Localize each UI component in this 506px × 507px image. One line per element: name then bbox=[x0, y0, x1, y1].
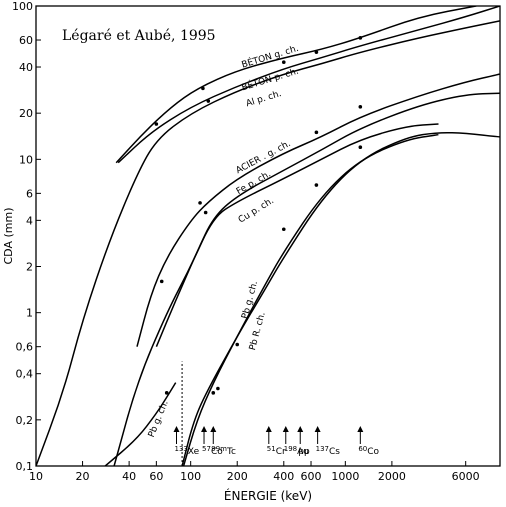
y-tick-label: 6 bbox=[26, 187, 33, 200]
marker-beton-g-ch bbox=[314, 50, 319, 54]
arrow-head bbox=[265, 426, 272, 432]
marker-pb-g-ch bbox=[314, 183, 319, 187]
nuclide-label: 60Co bbox=[358, 445, 379, 457]
y-tick-label: 2 bbox=[26, 261, 33, 274]
marker-al-p-ch bbox=[358, 105, 363, 109]
nuclide-label: 137Cs bbox=[316, 445, 341, 457]
nuclide-label: pp bbox=[298, 447, 310, 457]
x-axis-ticks: 10 20 40 60 100 200 400 600 1000 2000 6000 bbox=[29, 461, 480, 483]
x-tick-label: 10 bbox=[29, 470, 43, 483]
curve-al-p-ch bbox=[36, 20, 500, 466]
chart-title: Légaré et Aubé, 1995 bbox=[62, 28, 216, 44]
arrow-head bbox=[173, 426, 180, 432]
x-tick-label: 600 bbox=[301, 470, 322, 483]
nuclide-label: 198Au bbox=[284, 445, 309, 457]
data-markers bbox=[154, 36, 363, 395]
y-tick-label: 0,6 bbox=[16, 341, 34, 354]
x-tick-label: 20 bbox=[76, 470, 90, 483]
y-tick-label: 10 bbox=[19, 153, 33, 166]
x-tick-label: 100 bbox=[180, 470, 201, 483]
curve-label: Pb R. ch. bbox=[248, 311, 268, 351]
marker-beton-p-ch bbox=[206, 99, 211, 103]
curve-label: Cu p. ch. bbox=[237, 196, 276, 226]
marker-pb-g-ch bbox=[211, 391, 216, 395]
marker-beton-g-ch bbox=[201, 86, 205, 91]
curve-beton-p-ch bbox=[117, 6, 500, 164]
arrow-head bbox=[314, 426, 321, 432]
curve-label: Al p. ch. bbox=[245, 89, 283, 109]
x-tick-label: 60 bbox=[149, 470, 163, 483]
marker-acier-g-ch bbox=[198, 201, 202, 205]
x-tick-label: 1000 bbox=[331, 470, 359, 483]
marker-acier-g-ch bbox=[203, 210, 208, 215]
nuclide-label: 57Co bbox=[202, 445, 223, 457]
curve-fe-p-ch bbox=[155, 92, 500, 347]
curve-acier-g-ch bbox=[136, 73, 500, 347]
curve-label: Pb g. ch. bbox=[147, 399, 171, 439]
y-tick-label: 20 bbox=[19, 107, 33, 120]
marker-beton-g-ch bbox=[281, 60, 286, 65]
arrow-head bbox=[201, 426, 208, 432]
marker-pb-p-ch bbox=[164, 391, 169, 395]
marker-al-p-ch bbox=[314, 130, 319, 135]
marker-beton-g-ch bbox=[358, 36, 363, 40]
curve-lines bbox=[36, 6, 500, 466]
y-axis-ticks: 0,1 0,2 0,4 0,6 1 2 4 6 10 20 40 60 100 bbox=[12, 0, 41, 473]
y-tick-label: 0,2 bbox=[16, 414, 34, 427]
marker-pb-g-ch bbox=[358, 145, 363, 149]
y-tick-label: 4 bbox=[26, 214, 33, 227]
arrow-head bbox=[282, 426, 289, 432]
marker-pb-g-ch bbox=[235, 342, 240, 347]
y-tick-label: 60 bbox=[19, 34, 33, 47]
curve-beton-g-ch bbox=[115, 6, 477, 164]
x-axis-label: ÉNERGIE (keV) bbox=[224, 488, 312, 503]
marker-pb-g-ch bbox=[216, 386, 220, 391]
nuclide-label: 133Xe bbox=[175, 445, 200, 457]
marker-pb-g-ch bbox=[281, 227, 286, 232]
y-axis-label: CDA (mm) bbox=[2, 208, 15, 265]
arrow-head bbox=[210, 426, 217, 432]
arrow-head bbox=[357, 426, 364, 432]
x-tick-label: 200 bbox=[227, 470, 248, 483]
y-tick-label: 40 bbox=[19, 61, 33, 74]
y-tick-label: 1 bbox=[26, 307, 33, 320]
x-tick-label: 6000 bbox=[452, 470, 480, 483]
curve-pb-p-ch bbox=[104, 382, 177, 466]
y-tick-label: 100 bbox=[12, 0, 33, 13]
plot-frame bbox=[35, 5, 501, 467]
curve-labels: BÉTON g. ch.BÉTON p. ch.Al p. ch.ACIER .… bbox=[147, 42, 300, 439]
nuclide-label: 51Cr bbox=[267, 445, 286, 457]
curve-pb-r-ch bbox=[182, 133, 440, 466]
curve-cu-p-ch bbox=[113, 123, 439, 466]
x-tick-label: 400 bbox=[273, 470, 294, 483]
y-tick-label: 0,4 bbox=[16, 368, 34, 381]
marker-acier-g-ch bbox=[159, 279, 164, 284]
x-tick-label: 40 bbox=[122, 470, 136, 483]
marker-al-p-ch bbox=[154, 122, 159, 126]
curve-pb-g-ch bbox=[181, 131, 500, 466]
x-tick-label: 2000 bbox=[378, 470, 406, 483]
nuclide-label: 99mTc bbox=[211, 445, 236, 457]
y-tick-label: 0,1 bbox=[16, 460, 34, 473]
arrow-head bbox=[297, 426, 304, 432]
